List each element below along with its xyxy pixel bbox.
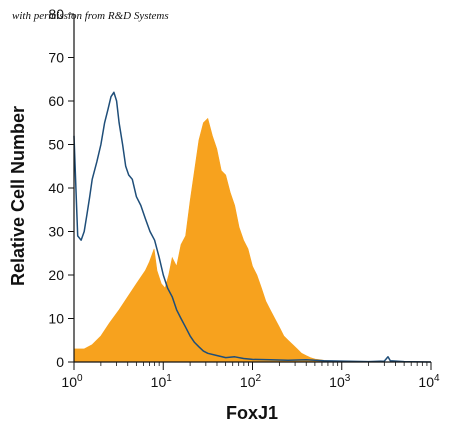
filled-histogram-series (73, 117, 432, 363)
y-tick-label: 30 (48, 224, 64, 240)
plot-area (73, 91, 432, 363)
y-tick-label: 10 (48, 311, 64, 327)
y-axis: 0 10 20 30 40 50 60 70 80 (48, 6, 75, 370)
x-axis: 100 101 102 103 104 (61, 361, 440, 390)
y-tick-label: 40 (48, 180, 64, 196)
x-tick-label: 100 (61, 373, 83, 390)
credit-text: with permission from R&D Systems (12, 10, 169, 22)
x-tick-label: 102 (240, 373, 262, 390)
y-tick-label: 50 (48, 137, 64, 153)
y-tick-label: 70 (48, 50, 64, 66)
y-tick-label: 20 (48, 267, 64, 283)
x-tick-label: 103 (329, 373, 351, 390)
x-axis-title: FoxJ1 (226, 403, 278, 423)
outline-histogram-series (73, 91, 432, 363)
x-tick-label: 101 (151, 373, 173, 390)
y-tick-label: 0 (56, 354, 64, 370)
y-tick-label: 60 (48, 93, 64, 109)
x-tick-label: 104 (418, 373, 440, 390)
y-tick-label: 80 (48, 6, 64, 22)
y-axis-title: Relative Cell Number (8, 106, 28, 286)
